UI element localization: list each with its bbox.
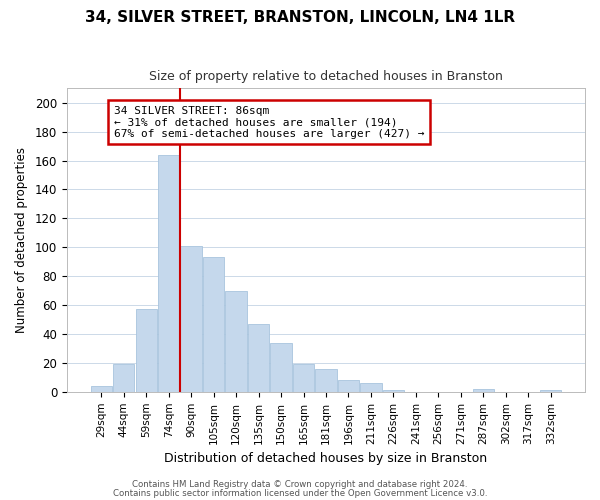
Bar [540, 390, 562, 392]
Text: Contains public sector information licensed under the Open Government Licence v3: Contains public sector information licen… [113, 488, 487, 498]
Bar [248, 324, 269, 392]
Text: Contains HM Land Registry data © Crown copyright and database right 2024.: Contains HM Land Registry data © Crown c… [132, 480, 468, 489]
Bar [473, 389, 494, 392]
Bar [360, 383, 382, 392]
Bar [226, 290, 247, 392]
Text: 34 SILVER STREET: 86sqm
← 31% of detached houses are smaller (194)
67% of semi-d: 34 SILVER STREET: 86sqm ← 31% of detache… [113, 106, 424, 139]
Bar [383, 390, 404, 392]
Y-axis label: Number of detached properties: Number of detached properties [15, 147, 28, 333]
Bar [113, 364, 134, 392]
Bar [293, 364, 314, 392]
Bar [203, 258, 224, 392]
Bar [271, 342, 292, 392]
Bar [158, 155, 179, 392]
X-axis label: Distribution of detached houses by size in Branston: Distribution of detached houses by size … [164, 452, 488, 465]
Bar [181, 246, 202, 392]
Title: Size of property relative to detached houses in Branston: Size of property relative to detached ho… [149, 70, 503, 83]
Text: 34, SILVER STREET, BRANSTON, LINCOLN, LN4 1LR: 34, SILVER STREET, BRANSTON, LINCOLN, LN… [85, 10, 515, 25]
Bar [338, 380, 359, 392]
Bar [316, 368, 337, 392]
Bar [136, 310, 157, 392]
Bar [91, 386, 112, 392]
